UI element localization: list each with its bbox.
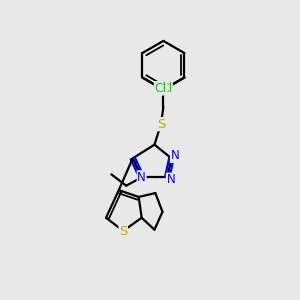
Text: S: S [119,225,128,238]
Text: N: N [137,171,146,184]
Text: Cl: Cl [160,82,172,95]
Text: N: N [167,173,175,186]
Text: Cl: Cl [154,82,167,95]
Text: N: N [171,149,179,162]
Text: S: S [157,118,165,130]
